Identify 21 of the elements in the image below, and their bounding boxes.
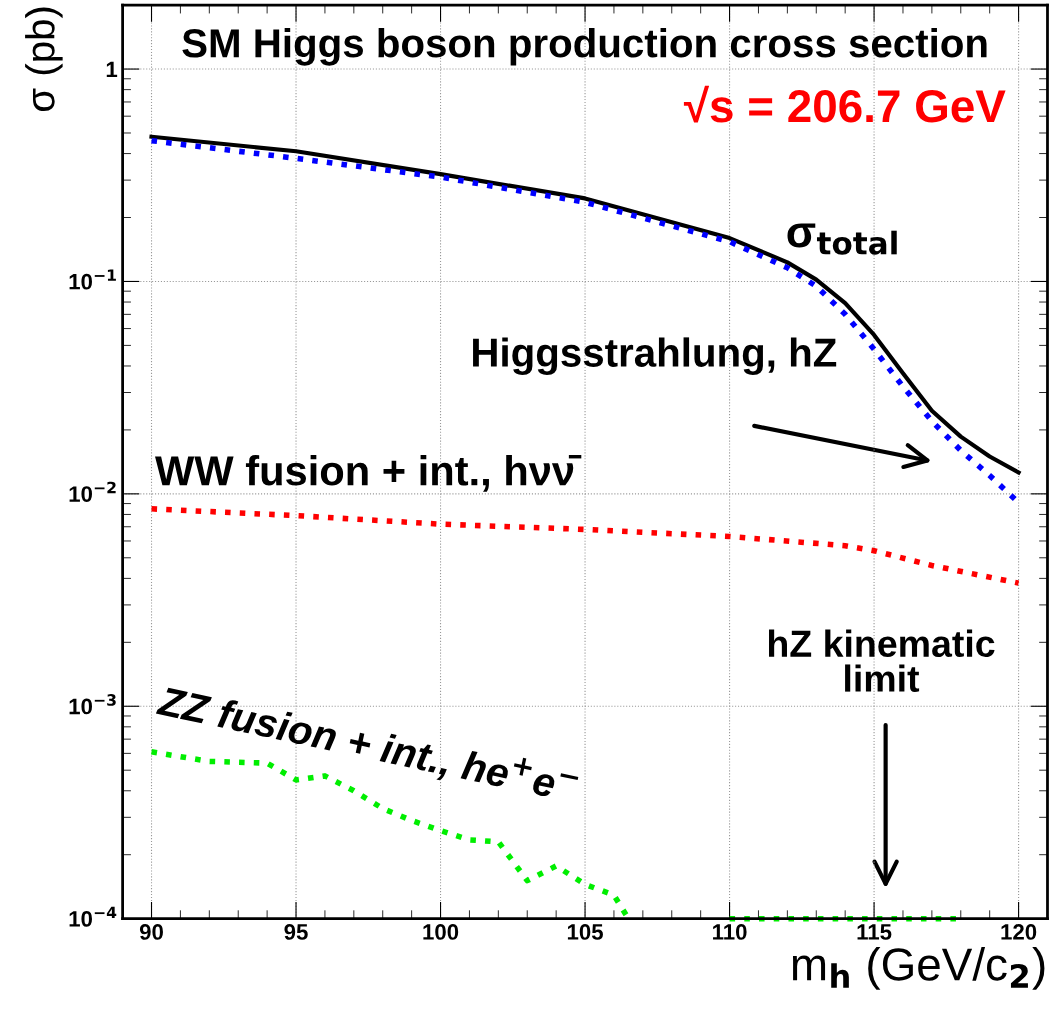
x-tick-label: 115 <box>857 924 892 940</box>
y-axis-title: σ (pb) <box>25 7 63 112</box>
annotation: Higgsstrahlung, hZ <box>473 337 837 376</box>
x-tick-label: 100 <box>423 924 459 940</box>
text: SM Higgs boson production cross section <box>182 27 987 66</box>
x-tick-label: 95 <box>284 924 308 940</box>
y-tick-label: 10$^{−4}$ <box>69 906 117 927</box>
annotation: WW fusion + int., hνν̄ <box>155 455 582 492</box>
x-tick-label: 110 <box>713 924 747 940</box>
x-tick-label: 105 <box>567 924 603 940</box>
annotation: σ$_{total}$ <box>787 223 897 255</box>
y-tick-label: 1 <box>106 61 118 78</box>
y-tick-label: 10$^{−2}$ <box>69 481 116 502</box>
annotation: ZZ fusion + int., he$^{+}$e$^{−}$ <box>154 681 580 809</box>
annotation: hZ kinematic limit <box>769 629 995 692</box>
y-tick-label: 10$^{−3}$ <box>69 694 116 715</box>
x-tick-label: 90 <box>139 924 163 940</box>
x-axis-title: m$_{h}$ (GeV/c$_{2}$) <box>792 947 1045 990</box>
y-tick-label: 10$^{−1}$ <box>69 269 116 290</box>
text: √s = 206.7 GeV <box>683 85 1006 123</box>
x-tick-label: 120 <box>1001 924 1037 940</box>
